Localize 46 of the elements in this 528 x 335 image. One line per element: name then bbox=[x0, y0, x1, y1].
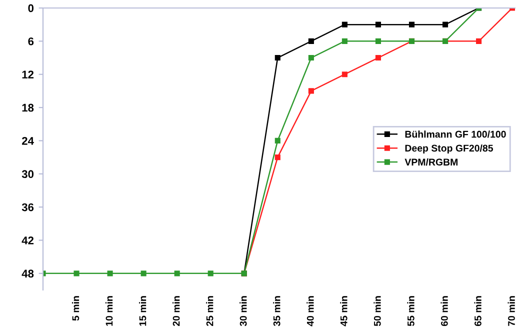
point bbox=[274, 138, 280, 144]
x-tick-label: 15 min bbox=[139, 296, 146, 326]
point bbox=[342, 22, 348, 28]
x-tick-label: 5 min bbox=[72, 296, 80, 321]
point bbox=[442, 22, 448, 28]
y-tick-label: 12 bbox=[22, 70, 34, 78]
y-tick-label: 48 bbox=[22, 270, 34, 278]
legend-label: VPM/RGBM bbox=[404, 158, 458, 166]
x-tick-label: 65 min bbox=[474, 296, 482, 326]
point bbox=[375, 38, 382, 44]
point bbox=[208, 270, 214, 276]
point bbox=[174, 270, 180, 276]
point bbox=[308, 54, 314, 61]
point bbox=[476, 38, 482, 44]
legend-label: Bühlmann GF 100/100 bbox=[405, 130, 506, 138]
x-tick-label: 25 min bbox=[206, 296, 214, 326]
point bbox=[308, 38, 314, 44]
x-tick-label: 35 min bbox=[273, 296, 280, 326]
x-tick-label: 45 min bbox=[340, 296, 348, 326]
point bbox=[308, 88, 314, 94]
x-tick-label: 55 min bbox=[407, 296, 414, 326]
x-tick-label: 20 min bbox=[172, 296, 180, 326]
y-tick-label: 18 bbox=[22, 104, 34, 112]
point bbox=[274, 54, 280, 61]
point bbox=[342, 38, 348, 44]
x-tick-label: 40 min bbox=[306, 296, 314, 326]
legend-label: Deep Stop GF20/85 bbox=[405, 144, 494, 154]
point bbox=[74, 270, 80, 276]
point bbox=[375, 22, 382, 28]
x-tick-label: 30 min bbox=[240, 296, 247, 326]
y-tick-label: 36 bbox=[22, 203, 34, 212]
point bbox=[274, 154, 280, 160]
point bbox=[140, 270, 146, 276]
x-tick-label: 50 min bbox=[374, 296, 381, 326]
y-tick-label: 24 bbox=[22, 136, 34, 145]
point bbox=[408, 22, 415, 28]
y-tick-label: 30 bbox=[22, 170, 34, 178]
x-tick-label: 60 min bbox=[440, 296, 448, 326]
y-tick-label: 42 bbox=[22, 236, 34, 244]
point bbox=[107, 270, 113, 276]
point bbox=[375, 54, 382, 61]
x-tick-label: 10 min bbox=[106, 296, 113, 326]
x-tick-label: 70 min bbox=[508, 296, 515, 326]
point bbox=[342, 72, 348, 78]
y-tick-label: 0 bbox=[28, 4, 34, 12]
y-tick-label: 6 bbox=[28, 37, 34, 46]
